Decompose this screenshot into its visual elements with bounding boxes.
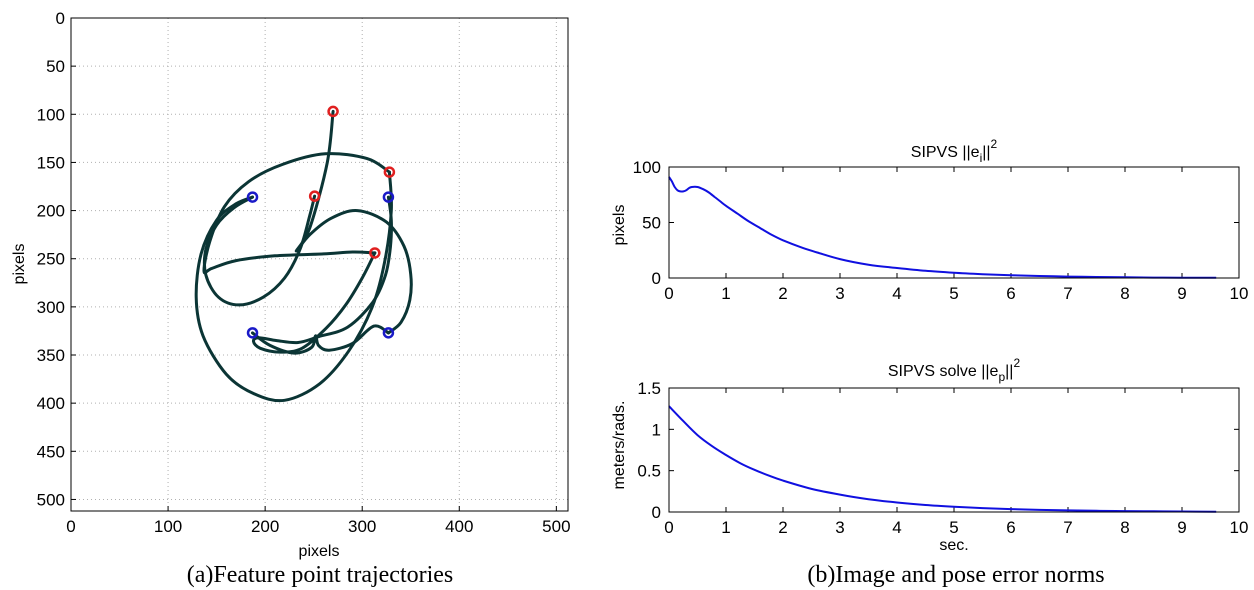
plot-frame — [668, 166, 1240, 279]
point-markers — [246, 105, 396, 339]
x-tick-label: 400 — [445, 517, 473, 536]
y-tick-label: 0 — [652, 269, 661, 288]
y-tick-label: 0 — [652, 503, 661, 522]
y-tick-label: 450 — [37, 442, 65, 461]
caption-a: (a)Feature point trajectories — [187, 562, 454, 588]
y-tick-label: 400 — [37, 394, 65, 413]
y-tick-label: 250 — [37, 250, 65, 269]
x-tick-label: 6 — [1006, 518, 1015, 537]
y-tick-label: 50 — [642, 214, 661, 233]
y-tick-label: 50 — [46, 57, 65, 76]
x-tick-label: 2 — [778, 518, 787, 537]
start-point-marker — [383, 166, 396, 178]
x-tick-label: 7 — [1063, 518, 1072, 537]
x-tick-label: 8 — [1120, 284, 1129, 303]
x-tick-label: 300 — [348, 517, 376, 536]
plot-title: SIPVS solve ||ep||2 — [888, 356, 1021, 384]
y-tick-label: 1 — [652, 420, 661, 439]
plot-frame — [668, 387, 1240, 513]
y-tick-label: 100 — [633, 158, 661, 177]
end-point-marker — [382, 191, 395, 203]
tick-labels: 0 100 200 300 400 500050100150200250300350400… — [37, 9, 571, 536]
x-tick-label: 1 — [721, 518, 730, 537]
x-axis-label: pixels — [299, 543, 340, 560]
y-tick-label: 0.5 — [637, 462, 661, 481]
x-tick-label: 100 — [154, 517, 182, 536]
x-tick-label: 8 — [1120, 518, 1129, 537]
y-tick-label: 350 — [37, 346, 65, 365]
y-tick-label: 150 — [37, 153, 65, 172]
x-tick-label: 10 — [1230, 518, 1249, 537]
y-tick-label: 500 — [37, 490, 65, 509]
end-point-marker — [382, 327, 395, 339]
start-point-marker — [369, 247, 381, 259]
grid — [71, 18, 568, 511]
pose-error-plot: 0 1 2 3 4 5 6 7 8 9 10 0 0.5 1 1.5 SIPVS solve ||ep||2… — [611, 356, 1248, 554]
end-point-marker — [246, 191, 259, 203]
error-series — [668, 176, 1217, 279]
x-tick-label: 4 — [892, 518, 901, 537]
trajectory-series — [194, 109, 413, 403]
start-point-marker — [327, 105, 339, 118]
x-tick-label: 5 — [949, 284, 958, 303]
y-tick-label: 0 — [56, 9, 65, 28]
error-line — [668, 176, 1217, 279]
x-tick-label: 0 — [664, 284, 673, 303]
y-tick-label: 1.5 — [637, 379, 661, 398]
trajectory-line-1 — [294, 109, 413, 335]
x-tick-label: 2 — [778, 284, 787, 303]
tick-labels: 0 1 2 3 4 5 6 7 8 9 10 0 0.5 1 1.5 — [637, 379, 1248, 537]
x-tick-label: 6 — [1006, 284, 1015, 303]
x-tick-label: 3 — [835, 518, 844, 537]
trajectory-plot: 0 100 200 300 400 500050100150200250300350400… — [11, 9, 571, 560]
y-axis-label: pixels — [11, 244, 28, 285]
x-tick-label: 9 — [1177, 284, 1186, 303]
start-point-marker — [308, 190, 321, 202]
x-tick-label: 1 — [721, 284, 730, 303]
x-tick-label: 3 — [835, 284, 844, 303]
end-point-marker — [246, 327, 259, 339]
plot-title: SIPVS ||ei||2 — [911, 137, 998, 165]
y-tick-label: 300 — [37, 298, 65, 317]
y-tick-label: 200 — [37, 202, 65, 221]
x-tick-label: 4 — [892, 284, 901, 303]
x-tick-label: 500 — [542, 517, 570, 536]
x-tick-label: 5 — [949, 518, 958, 537]
trajectory-line-5 — [194, 170, 393, 403]
plot-frame — [70, 17, 569, 512]
y-axis-label: pixels — [611, 205, 628, 246]
trajectory-line-3 — [202, 194, 317, 307]
x-tick-label: 0 — [664, 518, 673, 537]
x-tick-label: 7 — [1063, 284, 1072, 303]
error-series — [668, 405, 1217, 513]
x-tick-label: 10 — [1230, 284, 1249, 303]
trajectory-line-6 — [251, 324, 390, 355]
trajectory-line-4 — [251, 195, 393, 354]
error-line — [668, 405, 1217, 513]
x-tick-label: 0 — [66, 517, 75, 536]
x-tick-label: 200 — [251, 517, 279, 536]
x-axis-label: sec. — [939, 537, 968, 554]
y-tick-label: 100 — [37, 105, 65, 124]
x-tick-label: 9 — [1177, 518, 1186, 537]
y-axis-label: meters/rads. — [611, 401, 628, 490]
caption-b: (b)Image and pose error norms — [807, 562, 1104, 588]
